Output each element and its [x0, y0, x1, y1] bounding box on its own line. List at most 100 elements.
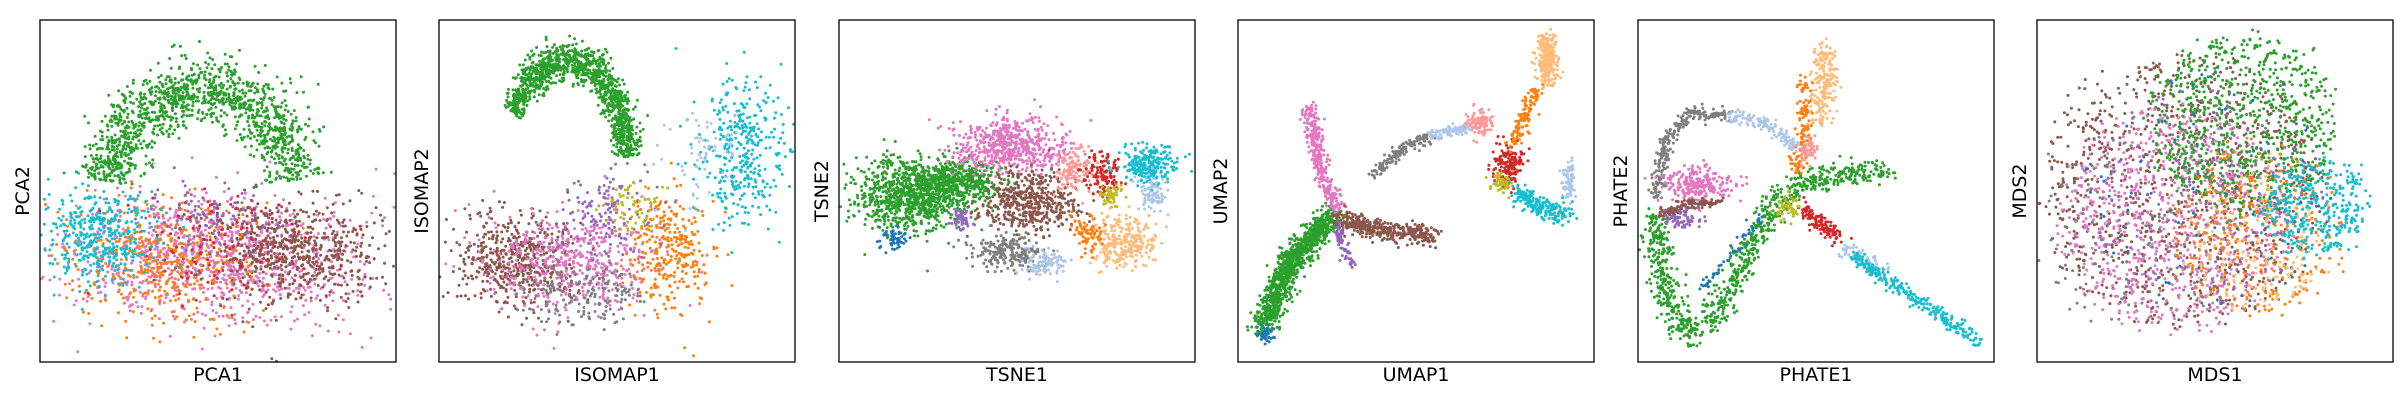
- data-point: [356, 289, 360, 293]
- data-point: [215, 327, 219, 331]
- data-point: [472, 242, 476, 246]
- data-point: [89, 154, 93, 158]
- data-point: [94, 251, 98, 255]
- data-point: [150, 145, 154, 149]
- data-point: [159, 271, 163, 275]
- data-point: [197, 73, 201, 77]
- data-point: [181, 282, 185, 286]
- data-point: [514, 295, 518, 299]
- data-point: [316, 213, 320, 217]
- data-point: [270, 357, 274, 361]
- data-point: [231, 205, 235, 209]
- data-point: [275, 141, 279, 145]
- data-point: [261, 223, 265, 227]
- data-point: [264, 290, 268, 294]
- data-point: [211, 259, 215, 263]
- data-point: [183, 234, 187, 238]
- data-point: [115, 244, 119, 248]
- data-point: [266, 108, 269, 112]
- data-point: [535, 248, 539, 252]
- data-point: [122, 177, 126, 181]
- data-point: [499, 286, 503, 290]
- data-point: [215, 116, 218, 120]
- data-point: [524, 296, 528, 300]
- data-point: [92, 262, 96, 266]
- data-point: [190, 156, 194, 160]
- data-point: [66, 224, 69, 228]
- data-point: [416, 267, 419, 270]
- data-point: [33, 276, 36, 279]
- data-point: [228, 230, 232, 234]
- data-point: [154, 230, 158, 234]
- data-point: [283, 255, 287, 259]
- data-point: [189, 193, 193, 197]
- data-point: [241, 213, 245, 217]
- data-point: [350, 277, 354, 281]
- data-point: [179, 85, 183, 89]
- data-point: [290, 256, 294, 260]
- data-point: [363, 275, 367, 279]
- data-point: [83, 197, 87, 201]
- data-point: [132, 252, 135, 256]
- data-point: [116, 123, 120, 127]
- data-point: [241, 316, 245, 320]
- data-point: [555, 276, 559, 280]
- data-point: [140, 146, 144, 150]
- data-point: [144, 108, 148, 112]
- data-point: [368, 243, 372, 247]
- data-point: [481, 288, 485, 291]
- data-point: [152, 336, 155, 340]
- data-point: [527, 222, 531, 226]
- data-point: [161, 213, 165, 217]
- data-point: [225, 87, 229, 91]
- data-point: [243, 191, 247, 195]
- data-point: [365, 225, 369, 228]
- data-point: [165, 129, 169, 133]
- data-point: [299, 127, 303, 131]
- data-point: [506, 315, 510, 319]
- data-point: [217, 75, 221, 79]
- data-point: [104, 201, 108, 205]
- data-point: [243, 242, 247, 246]
- data-point: [273, 282, 277, 286]
- data-point: [100, 147, 104, 151]
- data-point: [546, 280, 550, 284]
- data-point: [219, 81, 223, 85]
- data-point: [172, 166, 176, 170]
- data-point: [586, 262, 590, 266]
- data-point: [246, 264, 250, 268]
- data-point: [361, 278, 365, 282]
- data-point: [142, 139, 146, 143]
- data-point: [463, 236, 467, 240]
- data-point: [148, 214, 152, 218]
- data-point: [153, 247, 157, 251]
- data-point: [105, 123, 109, 127]
- data-point: [631, 286, 634, 290]
- data-point: [95, 215, 99, 219]
- data-point: [126, 268, 130, 272]
- data-point: [97, 265, 101, 269]
- data-point: [163, 221, 166, 225]
- data-point: [225, 209, 229, 213]
- data-point: [63, 247, 67, 251]
- data-point: [319, 253, 323, 257]
- data-point: [152, 212, 156, 216]
- data-point: [261, 239, 265, 243]
- data-point: [370, 211, 374, 215]
- data-point: [280, 255, 284, 259]
- data-point: [88, 143, 92, 147]
- data-point: [393, 172, 396, 176]
- data-point: [92, 216, 96, 220]
- data-point: [150, 245, 154, 249]
- data-point: [206, 258, 210, 262]
- data-point: [174, 120, 178, 124]
- data-point: [225, 286, 229, 290]
- data-point: [272, 252, 276, 255]
- data-point: [150, 190, 154, 194]
- data-point: [97, 239, 100, 242]
- data-point: [266, 240, 270, 244]
- data-point: [352, 241, 356, 245]
- data-point: [481, 255, 485, 259]
- data-point: [197, 205, 201, 208]
